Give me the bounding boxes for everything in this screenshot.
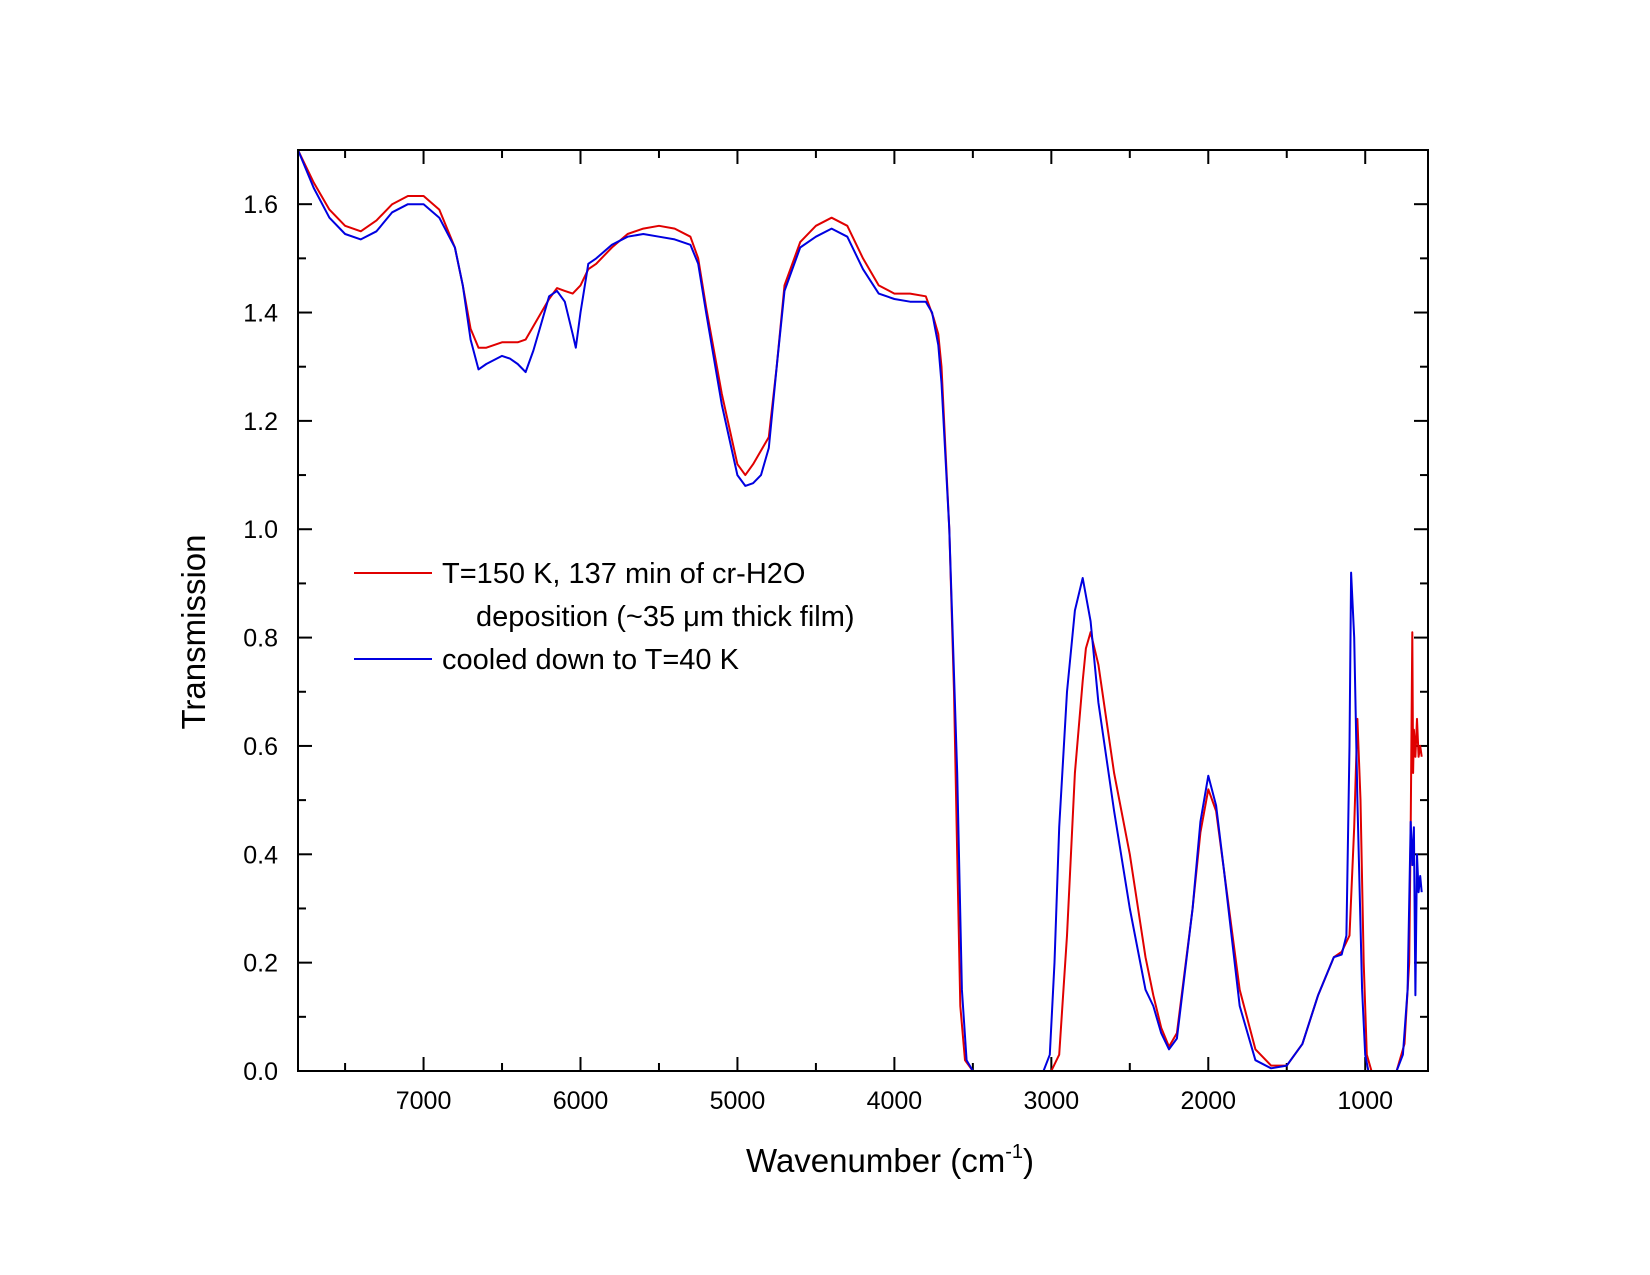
legend-label-series-1-line-2: deposition (~35 μm thick film) <box>476 601 855 633</box>
y-tick-label-0: 0.0 <box>243 1058 278 1086</box>
series-group <box>297 149 1423 1072</box>
x-axis-title: Wavenumber (cm-1) <box>746 1141 1034 1179</box>
legend: T=150 K, 137 min of cr-H2O deposition (~… <box>354 558 855 676</box>
legend-label-series-2: cooled down to T=40 K <box>442 644 740 676</box>
y-tick-label-6: 1.2 <box>243 408 278 436</box>
plot-frame <box>297 149 1429 1072</box>
y-tick-label-2: 0.4 <box>243 841 278 869</box>
x-tick-label-2000: 2000 <box>1180 1087 1236 1115</box>
series-line-2 <box>297 149 1423 1072</box>
legend-label-series-1-line-1: T=150 K, 137 min of cr-H2O <box>442 558 805 590</box>
x-tick-label-7000: 7000 <box>396 1087 452 1115</box>
x-tick-label-1000: 1000 <box>1337 1087 1393 1115</box>
x-tick-label-5000: 5000 <box>710 1087 766 1115</box>
x-tick-label-3000: 3000 <box>1024 1087 1080 1115</box>
y-tick-label-4: 0.8 <box>243 625 278 653</box>
y-tick-label-7: 1.4 <box>243 300 278 328</box>
x-tick-label-6000: 6000 <box>553 1087 609 1115</box>
x-axis-title-main: Wavenumber (cm <box>746 1142 1005 1179</box>
y-tick-label-8: 1.6 <box>243 191 278 219</box>
y-axis-title: Transmission <box>175 535 212 730</box>
x-tick-label-4000: 4000 <box>867 1087 923 1115</box>
x-axis-title-close: ) <box>1023 1142 1034 1179</box>
axis-ticks <box>298 149 1428 1072</box>
x-axis-title-sup: -1 <box>1005 1141 1023 1163</box>
y-tick-label-1: 0.2 <box>243 950 278 978</box>
y-tick-label-5: 1.0 <box>243 516 278 544</box>
axis-tick-labels: 7000 6000 5000 4000 3000 2000 1000 0.0 0.2 0.4 0.6… <box>243 191 1393 1115</box>
y-tick-label-3: 0.6 <box>243 733 278 761</box>
